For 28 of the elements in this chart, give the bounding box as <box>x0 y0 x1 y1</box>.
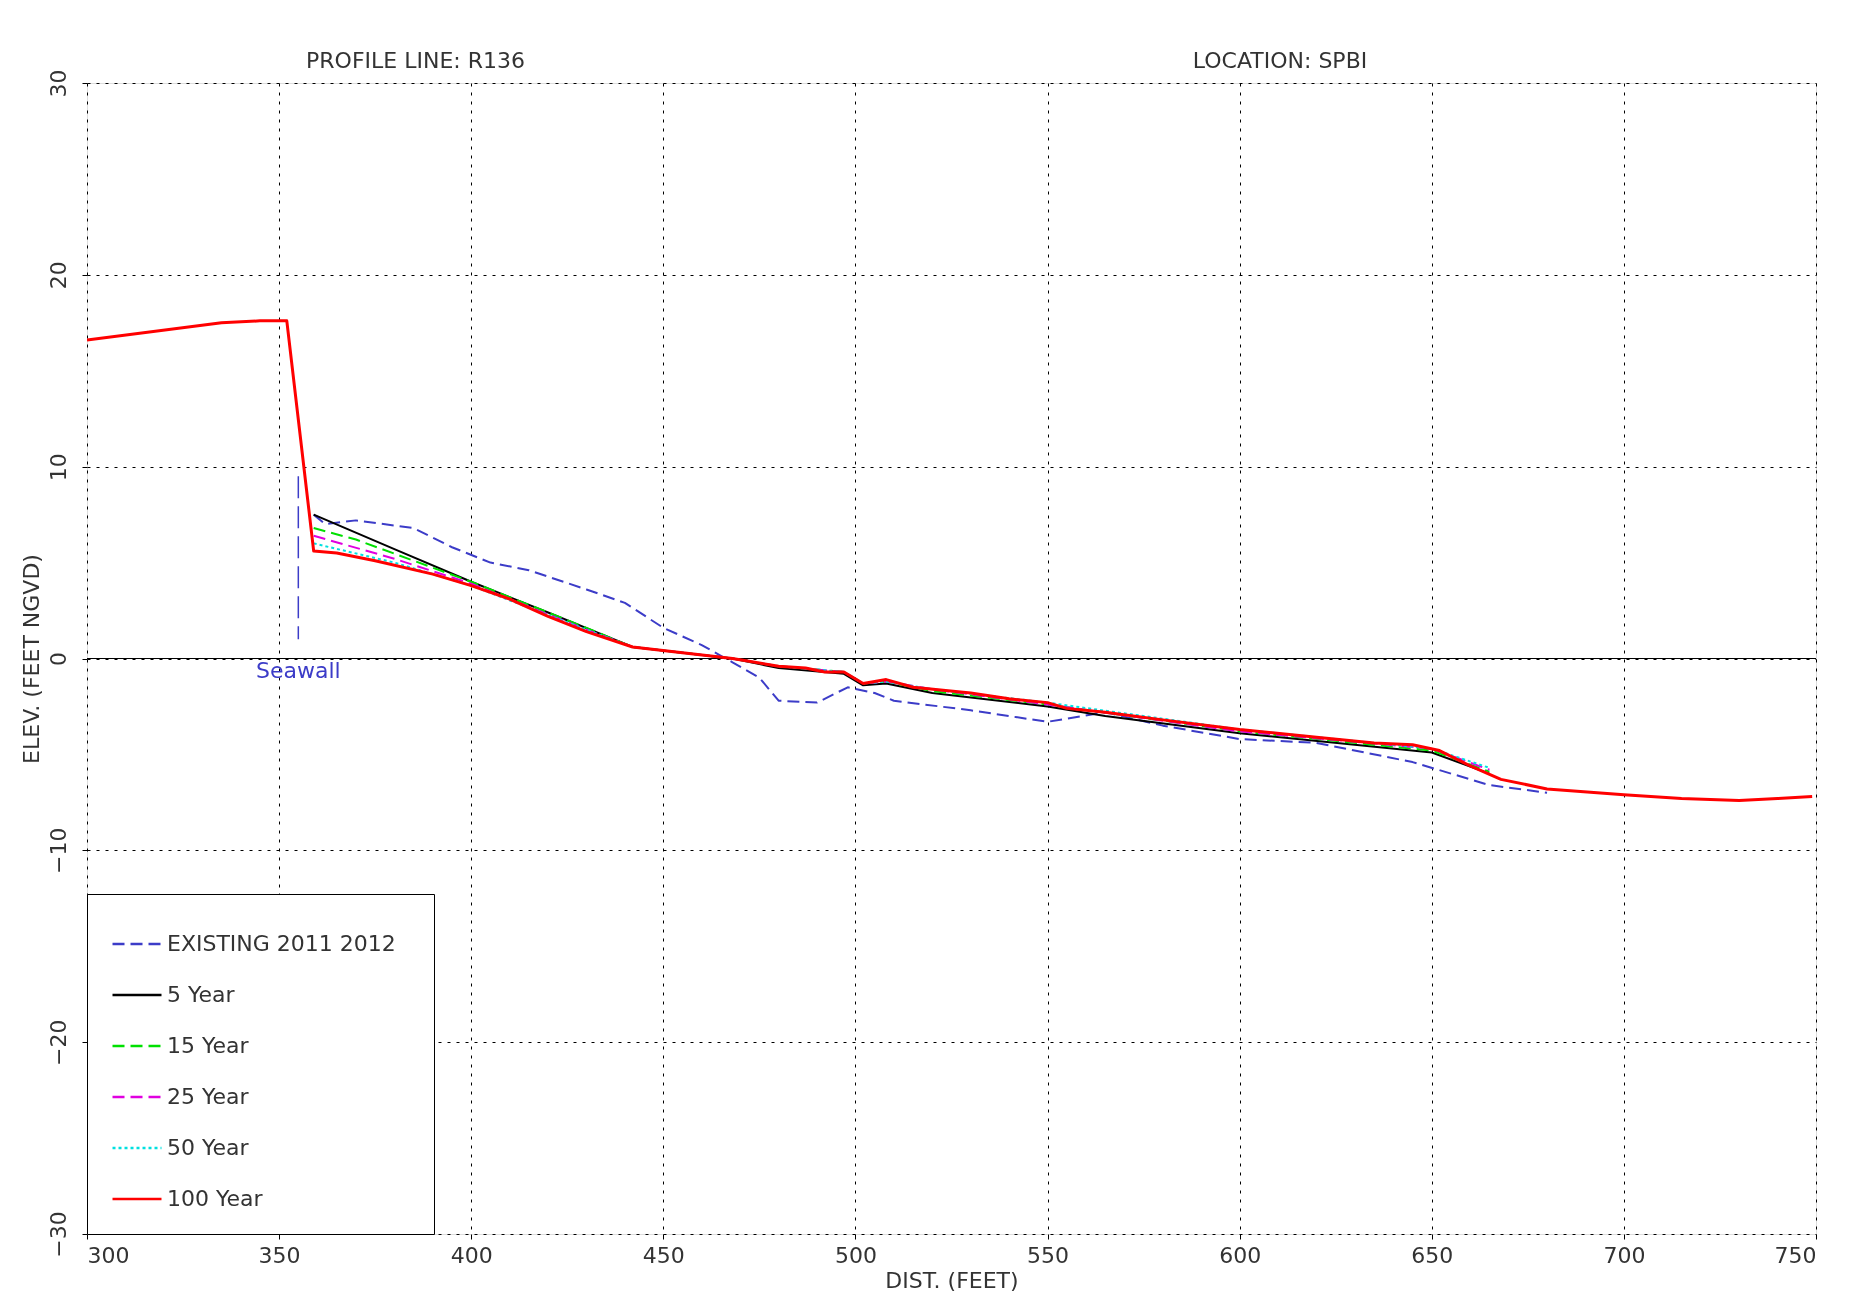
x-tick-label: 400 <box>450 1242 493 1268</box>
y-tick-label: −20 <box>45 1019 71 1066</box>
x-axis-title: DIST. (FEET) <box>885 1267 1019 1293</box>
y-tick-label: 0 <box>45 652 71 666</box>
x-tick-label: 700 <box>1603 1242 1646 1268</box>
legend-label: 15 Year <box>167 1033 250 1058</box>
x-tick-label: 600 <box>1219 1242 1262 1268</box>
x-tick-label: 350 <box>258 1242 301 1268</box>
y-axis-title: ELEV. (FEET NGVD) <box>18 554 44 764</box>
x-tick-label: 500 <box>834 1242 877 1268</box>
y-tick-label: 20 <box>45 261 71 290</box>
x-tick-label: 550 <box>1027 1242 1070 1268</box>
text: PROFILE LINE: R136 <box>306 48 525 73</box>
x-tick-label: 450 <box>642 1242 685 1268</box>
legend-label: 50 Year <box>167 1135 250 1160</box>
y-tick-label: −30 <box>45 1211 71 1258</box>
annotation: Seawall <box>255 658 341 684</box>
y-tick-label: −10 <box>45 827 71 875</box>
legend-label: 100 Year <box>167 1186 264 1211</box>
y-tick-label: 30 <box>45 69 71 98</box>
legend-label: 25 Year <box>167 1084 250 1109</box>
text: LOCATION: SPBI <box>1192 48 1368 73</box>
y-tick-label: 10 <box>45 453 71 482</box>
x-tick-label: 750 <box>1774 1242 1817 1268</box>
legend-label: 5 Year <box>167 982 236 1007</box>
x-tick-label: 650 <box>1411 1242 1454 1268</box>
x-tick-label: 300 <box>87 1242 130 1268</box>
legend-label: EXISTING 2011 2012 <box>167 931 396 956</box>
